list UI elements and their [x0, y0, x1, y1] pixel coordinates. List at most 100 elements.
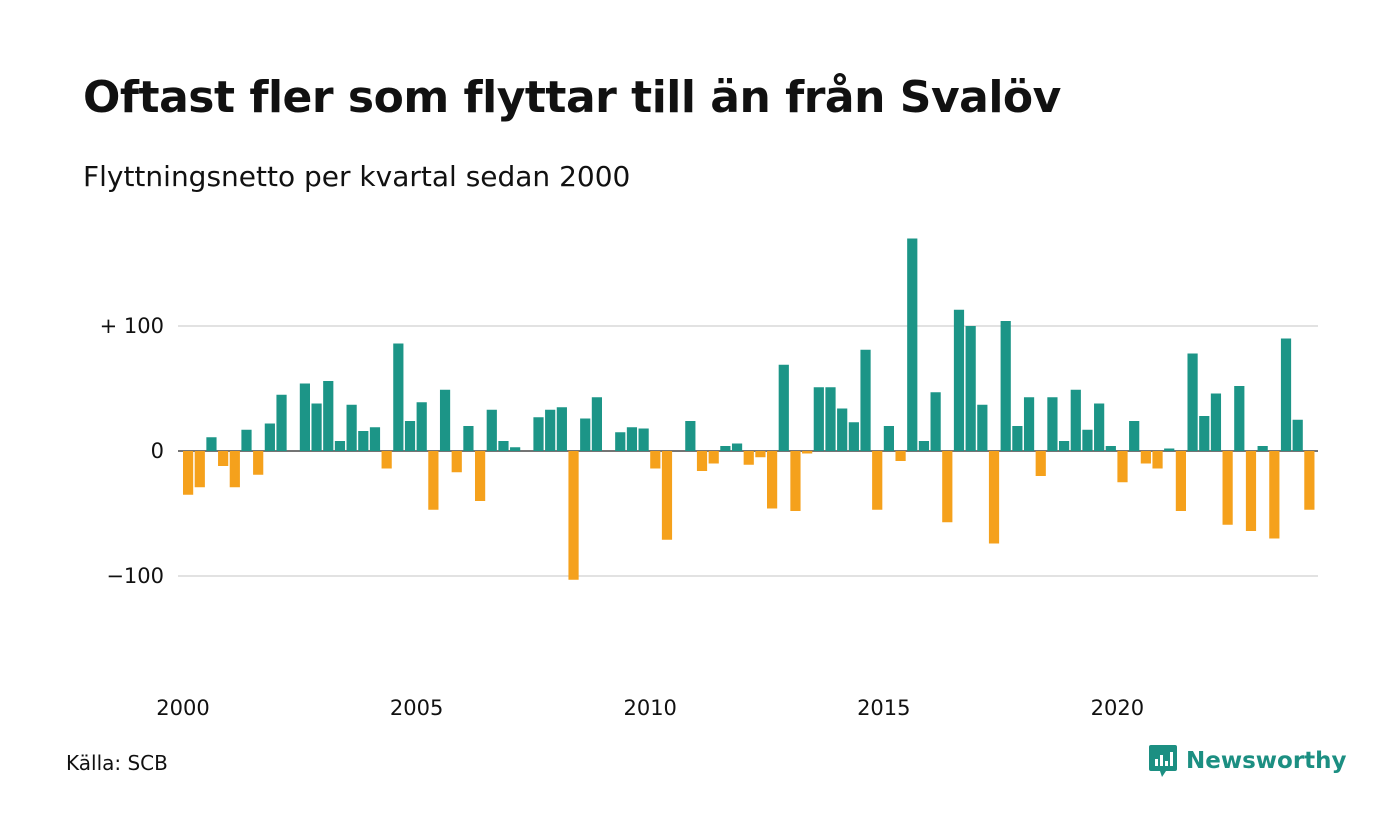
bar: [1257, 446, 1268, 451]
bar: [299, 383, 310, 451]
bar: [661, 451, 673, 540]
bar: [533, 417, 544, 451]
bar: [743, 451, 754, 465]
bar: [194, 451, 205, 488]
bar: [860, 349, 871, 451]
bar: [1035, 451, 1046, 476]
bar-chart: + 100 0 −100 2000 2005 2010 2015 2020: [100, 238, 1318, 720]
bar: [369, 427, 381, 451]
bar: [591, 397, 602, 451]
bar: [977, 404, 988, 451]
bar: [953, 309, 965, 451]
bar: [1105, 446, 1116, 451]
bar: [428, 451, 439, 510]
newsworthy-logo-icon: [1149, 745, 1177, 777]
bar: [1012, 426, 1023, 451]
bar: [1094, 403, 1105, 451]
bar: [404, 421, 416, 451]
bar: [264, 423, 275, 451]
bar: [650, 451, 661, 469]
bar: [872, 451, 883, 510]
bar: [778, 364, 789, 451]
bar: [918, 441, 930, 451]
bar: [848, 422, 859, 451]
bar: [883, 426, 894, 451]
bar: [1234, 386, 1245, 451]
bar: [311, 403, 322, 451]
bar: [1140, 451, 1151, 464]
bar: [638, 428, 649, 451]
bar: [439, 389, 451, 451]
bar: [1245, 451, 1257, 531]
bar: [1210, 393, 1222, 451]
bar: [416, 402, 427, 451]
chart-title: Oftast fler som flyttar till än från Sva…: [83, 72, 1061, 123]
bar: [685, 421, 696, 451]
bar: [1000, 321, 1011, 451]
bar: [545, 409, 556, 451]
bar: [253, 451, 264, 475]
bar: [942, 451, 953, 523]
y-tick-label: + 100: [100, 314, 164, 338]
bar: [1129, 421, 1140, 451]
bar: [755, 451, 766, 458]
bar: [486, 409, 497, 451]
bars: [183, 238, 1315, 580]
bar: [708, 451, 719, 464]
bar: [276, 394, 287, 451]
bar: [463, 426, 474, 451]
source-note: Källa: SCB: [66, 751, 168, 775]
y-axis-labels: + 100 0 −100: [100, 314, 164, 588]
bar: [580, 418, 591, 451]
bar: [1152, 451, 1163, 469]
bar: [1164, 448, 1175, 451]
x-tick-label: 2000: [156, 696, 209, 720]
x-tick-label: 2015: [857, 696, 910, 720]
bar: [451, 451, 462, 473]
bar: [825, 387, 836, 451]
bar: [802, 451, 813, 454]
bar: [358, 431, 369, 451]
bar: [720, 446, 731, 451]
bar: [568, 451, 579, 580]
bar: [813, 387, 824, 451]
bar: [615, 432, 626, 451]
bar: [229, 451, 240, 488]
bar: [790, 451, 801, 511]
brand-logo: Newsworthy: [1148, 744, 1347, 778]
x-tick-label: 2020: [1091, 696, 1144, 720]
bar: [556, 407, 567, 451]
bar: [731, 443, 743, 451]
bar: [323, 381, 334, 451]
bar: [895, 451, 906, 461]
bar: [1304, 451, 1315, 510]
y-tick-label: −100: [106, 564, 164, 588]
bar: [241, 429, 252, 451]
bar: [965, 326, 976, 451]
x-tick-label: 2010: [623, 696, 676, 720]
bar: [1175, 451, 1186, 511]
bar: [498, 441, 509, 451]
chart-subtitle: Flyttningsnetto per kvartal sedan 2000: [83, 160, 631, 193]
brand-name: Newsworthy: [1186, 748, 1347, 774]
y-tick-label: 0: [151, 439, 164, 463]
bar: [767, 451, 778, 509]
bar: [1222, 451, 1233, 525]
bar: [626, 427, 638, 451]
bar: [1059, 441, 1070, 451]
x-tick-label: 2005: [390, 696, 443, 720]
x-axis-labels: 2000 2005 2010 2015 2020: [156, 696, 1144, 720]
bar: [1047, 397, 1058, 451]
bar: [1070, 389, 1081, 451]
bar: [1117, 451, 1128, 483]
bar: [837, 408, 848, 451]
bar: [1082, 429, 1093, 451]
bar: [1187, 353, 1198, 451]
bar: [1280, 338, 1292, 451]
bar: [930, 392, 941, 451]
bar: [381, 451, 392, 469]
bar: [1023, 397, 1035, 451]
bar: [1292, 419, 1303, 451]
bar: [475, 451, 486, 501]
bar: [1269, 451, 1280, 539]
